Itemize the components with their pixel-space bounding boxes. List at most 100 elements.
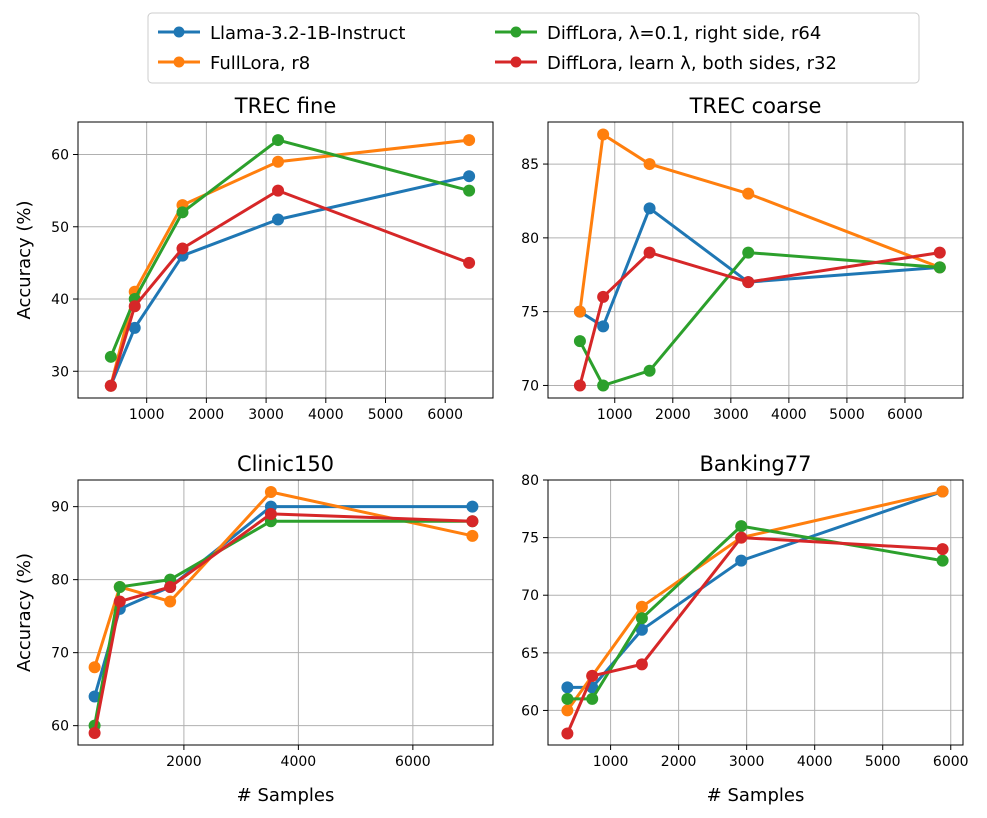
trec-fine-point-llama — [128, 321, 141, 334]
panel-trec-fine: 1000 2000 3000 4000 5000 6000 30 40 50 60 TREC fin… — [14, 94, 494, 423]
trec-fine-xtick-label: 4000 — [308, 407, 344, 423]
legend-box — [147, 12, 920, 84]
trec-fine-xtick-label: 1000 — [129, 407, 165, 423]
trec-fine-point-difflora_r64 — [272, 134, 285, 147]
trec-fine-xtick-label: 3000 — [248, 407, 284, 423]
banking77-title: Banking77 — [700, 452, 812, 476]
clinic150-point-fulllora — [264, 486, 277, 499]
clinic150-ytick-label: 60 — [51, 719, 69, 735]
banking77-xtick-label: 4000 — [797, 754, 833, 770]
trec-coarse-point-fulllora — [573, 305, 586, 318]
banking77-xtick-label: 5000 — [865, 754, 901, 770]
banking77-ytick-label: 65 — [521, 646, 539, 662]
banking77-point-difflora_r32 — [735, 531, 748, 544]
clinic150-point-difflora_r32 — [466, 515, 479, 528]
clinic150-axes-frame — [77, 479, 494, 746]
panel-trec-coarse: 1000 2000 3000 4000 5000 6000 70 75 80 85 TREC coa… — [521, 94, 964, 423]
clinic150-point-difflora_r32 — [88, 726, 101, 739]
banking77-xtick-label: 2000 — [661, 754, 697, 770]
trec-coarse-point-llama — [643, 202, 656, 215]
trec-coarse-point-fulllora — [742, 187, 755, 200]
trec-coarse-ytick-label: 70 — [521, 378, 539, 394]
trec-fine-point-llama — [463, 170, 476, 183]
trec-coarse-point-difflora_r32 — [573, 379, 586, 392]
clinic150-ytick-label: 80 — [51, 573, 69, 589]
trec-fine-line-difflora_r64 — [109, 138, 471, 359]
trec-coarse-xtick-label: 4000 — [771, 407, 807, 423]
clinic150-xlabel: # Samples — [237, 785, 335, 806]
banking77-point-llama — [561, 681, 574, 694]
clinic150-xtick-label: 4000 — [281, 754, 317, 770]
trec-fine-xtick-label: 6000 — [427, 407, 463, 423]
trec-fine-ytick-label: 30 — [51, 364, 69, 380]
banking77-point-llama — [635, 623, 648, 636]
banking77-point-difflora_r64 — [635, 612, 648, 625]
legend-marker-llama — [173, 26, 185, 38]
trec-coarse-point-fulllora — [643, 158, 656, 171]
trec-fine-ytick-label: 60 — [51, 148, 69, 164]
clinic150-ytick-label: 70 — [51, 646, 69, 662]
trec-fine-line-difflora_r32 — [109, 189, 471, 388]
legend-marker-fulllora — [173, 56, 185, 68]
banking77-point-difflora_r64 — [735, 520, 748, 533]
banking77-line-difflora_r32 — [565, 536, 945, 735]
banking77-point-difflora_r64 — [586, 692, 599, 705]
legend-label-fulllora: FullLora, r8 — [210, 53, 310, 74]
trec-coarse-xtick-label: 2000 — [655, 407, 691, 423]
legend-entry-difflora_r32: DiffLora, learn λ, both sides, r32 — [495, 53, 837, 74]
clinic150-line-difflora_r64 — [93, 519, 474, 728]
clinic150-ytick-label: 90 — [51, 500, 69, 516]
banking77-axes-frame — [547, 479, 964, 746]
banking77-ytick-label: 75 — [521, 531, 539, 547]
banking77-point-difflora_r64 — [561, 692, 574, 705]
banking77-ytick-label: 60 — [521, 703, 539, 719]
trec-fine-axes-frame — [77, 121, 494, 399]
trec-fine-point-difflora_r64 — [463, 184, 476, 197]
legend-label-difflora_r32: DiffLora, learn λ, both sides, r32 — [547, 53, 837, 74]
trec-fine-point-difflora_r64 — [104, 350, 117, 363]
clinic150-point-difflora_r32 — [164, 580, 177, 593]
trec-coarse-point-difflora_r32 — [643, 246, 656, 259]
banking77-line-llama — [565, 490, 945, 689]
banking77-xtick-label: 1000 — [593, 754, 629, 770]
trec-fine-point-difflora_r32 — [272, 184, 285, 197]
legend-entry-fulllora: FullLora, r8 — [158, 53, 310, 74]
banking77-line-fulllora — [565, 490, 945, 712]
banking77-point-difflora_r32 — [561, 727, 574, 740]
banking77-point-fulllora — [561, 704, 574, 717]
trec-coarse-point-difflora_r64 — [597, 379, 610, 392]
trec-coarse-point-difflora_r64 — [573, 335, 586, 348]
trec-coarse-xtick-label: 3000 — [713, 407, 749, 423]
trec-fine-xtick-label: 5000 — [368, 407, 404, 423]
trec-coarse-point-difflora_r64 — [742, 246, 755, 259]
trec-fine-point-difflora_r32 — [128, 300, 141, 313]
trec-fine-xtick-label: 2000 — [189, 407, 225, 423]
banking77-ytick-label: 80 — [521, 473, 539, 489]
banking77-xtick-label: 6000 — [933, 754, 969, 770]
trec-fine-point-difflora_r32 — [104, 379, 117, 392]
clinic150-point-difflora_r32 — [113, 595, 126, 608]
trec-fine-ylabel: Accuracy (%) — [14, 200, 35, 319]
trec-coarse-xtick-label: 5000 — [829, 407, 865, 423]
panel-banking77: 1000 2000 3000 4000 5000 6000 60 65 70 75 80 Bankin… — [521, 452, 968, 806]
legend-entry-difflora_r64: DiffLora, λ=0.1, right side, r64 — [495, 23, 821, 44]
banking77-point-fulllora — [635, 600, 648, 613]
clinic150-line-llama — [93, 505, 474, 698]
trec-coarse-point-difflora_r32 — [933, 246, 946, 259]
trec-coarse-xtick-label: 1000 — [597, 407, 633, 423]
clinic150-line-difflora_r32 — [93, 512, 474, 735]
trec-coarse-point-difflora_r32 — [597, 290, 610, 303]
legend: Llama-3.2-1B-Instruct FullLora, r8 DiffLor… — [147, 12, 920, 84]
banking77-line-difflora_r64 — [565, 524, 945, 701]
clinic150-title: Clinic150 — [237, 452, 334, 476]
trec-coarse-point-fulllora — [597, 128, 610, 141]
clinic150-point-difflora_r64 — [113, 580, 126, 593]
clinic150-point-llama — [88, 690, 101, 703]
trec-coarse-xtick-label: 6000 — [887, 407, 923, 423]
trec-fine-point-difflora_r32 — [176, 242, 189, 255]
clinic150-point-fulllora — [466, 529, 479, 542]
trec-coarse-point-difflora_r64 — [933, 261, 946, 274]
legend-label-llama: Llama-3.2-1B-Instruct — [210, 23, 405, 44]
trec-fine-point-difflora_r32 — [463, 256, 476, 269]
